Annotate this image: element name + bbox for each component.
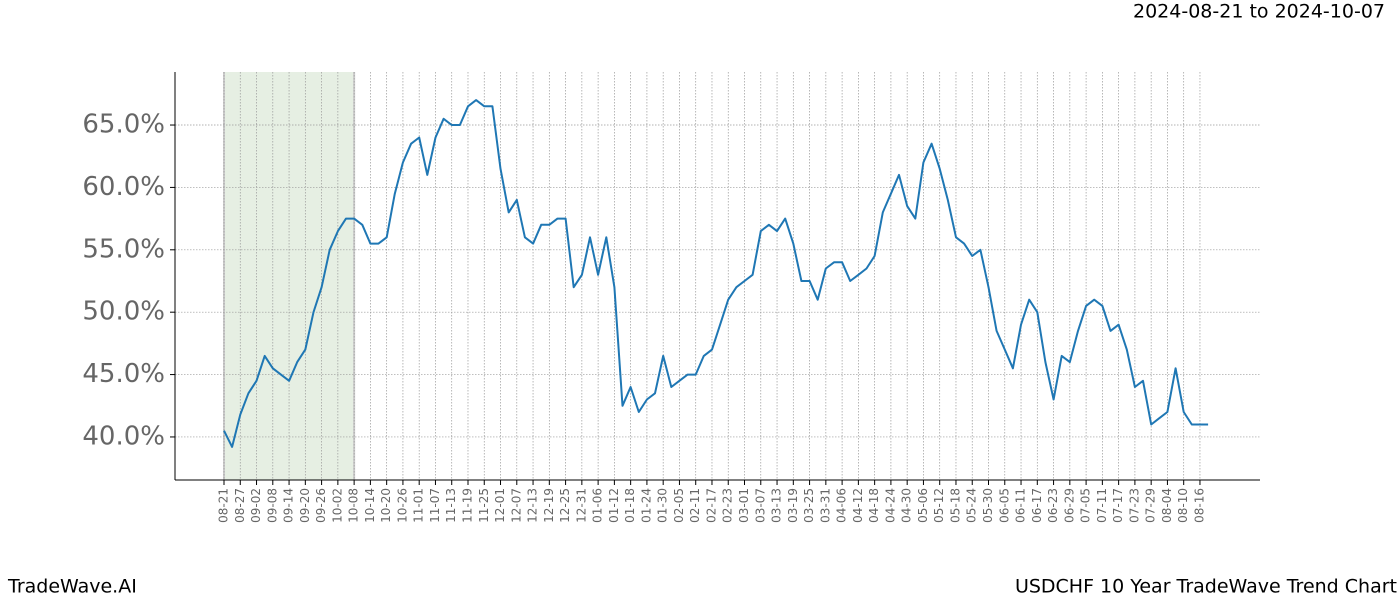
x-tick-label: 04-18 xyxy=(867,488,881,523)
x-tick-label: 12-07 xyxy=(509,488,523,523)
x-tick-label: 02-11 xyxy=(688,488,702,523)
x-tick-label: 09-20 xyxy=(298,488,312,523)
y-tick-label: 50.0% xyxy=(82,297,165,327)
x-tick-label: 11-07 xyxy=(428,488,442,523)
x-tick-label: 01-24 xyxy=(639,488,653,523)
x-tick-label: 09-14 xyxy=(282,488,296,523)
x-tick-label: 12-01 xyxy=(493,488,507,523)
x-tick-label: 07-23 xyxy=(1127,488,1141,523)
x-tick-label: 06-29 xyxy=(1062,488,1076,523)
x-tick-label: 05-30 xyxy=(981,488,995,523)
x-tick-label: 04-12 xyxy=(851,488,865,523)
x-tick-label: 11-19 xyxy=(460,488,474,523)
x-tick-label: 05-12 xyxy=(932,488,946,523)
chart-title: USDCHF 10 Year TradeWave Trend Chart xyxy=(1015,576,1397,598)
x-tick-label: 11-01 xyxy=(412,488,426,523)
x-tick-label: 03-01 xyxy=(737,488,751,523)
x-tick-label: 07-29 xyxy=(1144,488,1158,523)
x-tick-label: 03-19 xyxy=(786,488,800,523)
x-tick-label: 10-02 xyxy=(330,488,344,523)
x-tick-label: 06-11 xyxy=(1014,488,1028,523)
x-tick-label: 12-13 xyxy=(526,488,540,523)
x-tick-label: 12-19 xyxy=(542,488,556,523)
date-range: 2024-08-21 to 2024-10-07 xyxy=(1133,1,1385,23)
y-tick-label: 65.0% xyxy=(82,110,165,140)
x-tick-label: 08-27 xyxy=(233,488,247,523)
x-tick-label: 11-25 xyxy=(477,488,491,523)
x-tick-label: 02-05 xyxy=(672,488,686,523)
x-tick-label: 05-24 xyxy=(965,488,979,523)
y-tick-label: 45.0% xyxy=(82,359,165,389)
x-tick-label: 08-21 xyxy=(217,488,231,523)
x-tick-label: 09-08 xyxy=(265,488,279,523)
x-tick-label: 04-06 xyxy=(835,488,849,523)
x-tick-label: 08-04 xyxy=(1160,488,1174,523)
x-tick-label: 05-06 xyxy=(916,488,930,523)
x-tick-label: 01-12 xyxy=(607,488,621,523)
x-tick-label: 04-30 xyxy=(900,488,914,523)
x-tick-label: 03-07 xyxy=(753,488,767,523)
x-tick-label: 12-25 xyxy=(558,488,572,523)
x-tick-label: 10-26 xyxy=(395,488,409,523)
x-tick-label: 07-17 xyxy=(1111,488,1125,523)
x-tick-label: 01-30 xyxy=(656,488,670,523)
y-tick-label: 55.0% xyxy=(82,234,165,264)
x-tick-label: 03-25 xyxy=(802,488,816,523)
x-tick-label: 10-20 xyxy=(379,488,393,523)
x-tick-label: 02-17 xyxy=(704,488,718,523)
x-tick-label: 06-23 xyxy=(1046,488,1060,523)
x-tick-label: 07-05 xyxy=(1079,488,1093,523)
trend-line xyxy=(223,99,1209,448)
x-tick-label: 03-13 xyxy=(770,488,784,523)
x-tick-label: 06-17 xyxy=(1030,488,1044,523)
x-tick-label: 05-18 xyxy=(948,488,962,523)
x-tick-label: 10-08 xyxy=(347,488,361,523)
x-tick-label: 01-18 xyxy=(623,488,637,523)
x-tick-label: 09-02 xyxy=(249,488,263,523)
x-tick-label: 11-13 xyxy=(444,488,458,523)
x-tick-label: 10-14 xyxy=(363,488,377,523)
y-tick-label: 40.0% xyxy=(82,421,165,451)
plot-area: 40.0% 45.0% 50.0% 55.0% 60.0% 65.0% 08-21 08-27… xyxy=(82,72,1260,523)
x-tick-label: 07-11 xyxy=(1095,488,1109,523)
x-tick-label: 06-05 xyxy=(997,488,1011,523)
y-tick-label: 60.0% xyxy=(82,172,165,202)
x-tick-label: 01-06 xyxy=(591,488,605,523)
x-tick-label: 08-10 xyxy=(1176,488,1190,523)
x-tick-label: 12-31 xyxy=(574,488,588,523)
x-tick-label: 04-24 xyxy=(883,488,897,523)
x-tick-label: 02-23 xyxy=(721,488,735,523)
brand: TradeWave.AI xyxy=(7,576,137,598)
x-tick-label: 09-26 xyxy=(314,488,328,523)
x-tick-label: 08-16 xyxy=(1192,488,1206,523)
x-tick-label: 03-31 xyxy=(818,488,832,523)
